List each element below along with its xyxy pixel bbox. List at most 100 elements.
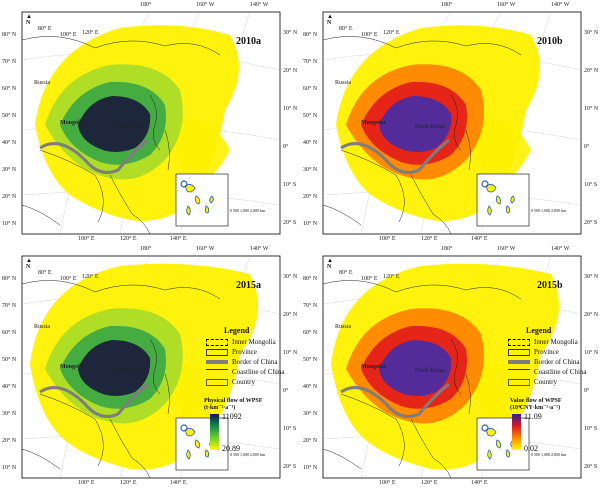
lat-label-right: 20° N [283, 312, 298, 318]
lat-label-left: 40° N [2, 140, 17, 146]
label-russia: Russia [335, 324, 352, 330]
coastlines [21, 36, 221, 235]
lat-label-left: 40° N [303, 140, 318, 146]
map-panel-2010b: 2010b 180° 160° W 140° W 100° E 120° E 1… [301, 0, 602, 244]
bottom-lon-label: 120° E [421, 236, 438, 242]
lat-label-right: 20° N [584, 68, 599, 74]
lat-label-left: 70° N [2, 303, 17, 309]
lat-label-left: 10° N [303, 465, 318, 471]
label-mongolia: Mongolia [361, 120, 386, 126]
legend-title: Legend [224, 326, 250, 335]
inset-map [175, 173, 229, 227]
inset-lon-label: 120° E [82, 274, 99, 280]
lat-label-left: 20° N [303, 438, 318, 444]
lat-label-left: 80° N [2, 276, 17, 282]
legend-item: Border of China [508, 357, 587, 367]
inset-map [476, 173, 530, 227]
inset-lon-label: 120° E [383, 274, 400, 280]
legend-item: Inner Mongolia [206, 337, 285, 347]
top-lon-label: 180° [140, 246, 152, 252]
bottom-lon-label: 100° E [78, 480, 95, 486]
top-lon-label: 140° W [551, 2, 570, 8]
inset-lon-label: 80° E [38, 270, 52, 276]
north-arrow: ▲ N [327, 258, 333, 270]
lat-label-left: 80° N [303, 32, 318, 38]
coastlines [322, 280, 522, 479]
legend-item: Coastline of China [206, 367, 285, 377]
inset-map [476, 417, 530, 471]
inset-lon-label: 120° E [383, 30, 400, 36]
colorbar-value-max: 11.09 [524, 412, 542, 421]
legend-title: Legend [526, 326, 552, 335]
panel-title: 2015b [537, 280, 563, 291]
flow-shading [35, 25, 239, 221]
top-lon-label: 140° W [250, 2, 269, 8]
lat-label-left: 60° N [303, 330, 318, 336]
china-border-line [39, 382, 149, 418]
top-lon-label: 160° W [497, 2, 516, 8]
scale-bar: 0 500 1,000 2,000 km [531, 452, 567, 457]
map-canvas [21, 255, 281, 479]
china-border-line [340, 382, 450, 418]
lat-label-left: 70° N [303, 59, 318, 65]
bottom-lon-label: 140° E [170, 480, 187, 486]
scale-bar: 0 500 1,000 2,000 km [531, 208, 567, 213]
colorbar-value-title: Value flow of WPSF (10⁴CNY·km⁻²·a⁻¹) [510, 398, 562, 411]
label-north-korea: North Korea [415, 368, 446, 374]
inset-lon-label: 120° E [82, 30, 99, 36]
scale-bar: 0 500 1,000 2,000 km [230, 452, 266, 457]
panel-title: 2015a [236, 280, 261, 291]
map-panel-2015b: 2015b 180° 160° W 140° W 100° E 120° E 1… [301, 244, 602, 488]
lat-label-right: 20° S [283, 220, 297, 226]
scale-bar: 0 500 1,000 2,000 km [230, 208, 266, 213]
bottom-lon-label: 140° E [170, 236, 187, 242]
bottom-lon-label: 120° E [120, 480, 137, 486]
lat-label-right: 30° N [283, 274, 298, 280]
coastlines [21, 280, 221, 479]
legend-box-b: Legend Inner Mongolia Province Border of… [508, 326, 587, 387]
top-lon-label: 180° [441, 246, 453, 252]
lat-label-left: 30° N [303, 167, 318, 173]
lat-label-right: 0° [283, 144, 289, 150]
lat-label-left: 80° N [303, 276, 318, 282]
lat-label-right: 20° N [584, 312, 599, 318]
lat-label-right: 0° [584, 144, 590, 150]
label-russia: Russia [34, 324, 51, 330]
lat-label-left: 10° N [2, 465, 17, 471]
lat-label-right: 30° N [283, 30, 298, 36]
lat-label-right: 20° S [283, 464, 297, 470]
inset-lon-label: 100° E [60, 276, 77, 282]
label-north-korea: North Korea [415, 124, 446, 130]
lat-label-right: 10° N [584, 350, 599, 356]
bottom-lon-label: 100° E [379, 236, 396, 242]
colorbar-physical-max: 11092 [222, 412, 242, 421]
lat-label-right: 10° S [584, 426, 598, 432]
inset-lon-label: 80° E [38, 26, 52, 32]
lat-label-left: 30° N [303, 411, 318, 417]
panel-title: 2010a [236, 36, 261, 47]
top-lon-label: 180° [140, 2, 152, 8]
china-border-line [340, 138, 450, 174]
lat-label-left: 80° N [2, 32, 17, 38]
lat-label-right: 10° S [283, 182, 297, 188]
north-arrow: ▲ N [26, 258, 32, 270]
inset-lon-label: 100° E [361, 276, 378, 282]
map-canvas [21, 11, 281, 235]
lat-label-left: 20° N [2, 194, 17, 200]
flow-shading [331, 263, 559, 470]
china-border-line [39, 138, 149, 174]
lat-label-left: 40° N [303, 384, 318, 390]
top-lon-label: 160° W [196, 2, 215, 8]
inset-lon-label: 80° E [339, 26, 353, 32]
lat-label-left: 50° N [2, 113, 17, 119]
colorbar-physical [210, 414, 219, 450]
lat-label-right: 0° [283, 388, 289, 394]
label-russia: Russia [335, 80, 352, 86]
bottom-lon-label: 100° E [379, 480, 396, 486]
legend-item: Province [508, 347, 587, 357]
label-north-korea: North Korea [114, 368, 145, 374]
legend-item: Country [508, 377, 587, 387]
label-russia: Russia [34, 80, 51, 86]
top-lon-label: 160° W [497, 246, 516, 252]
colorbar-physical-min: 20.89 [222, 444, 240, 453]
